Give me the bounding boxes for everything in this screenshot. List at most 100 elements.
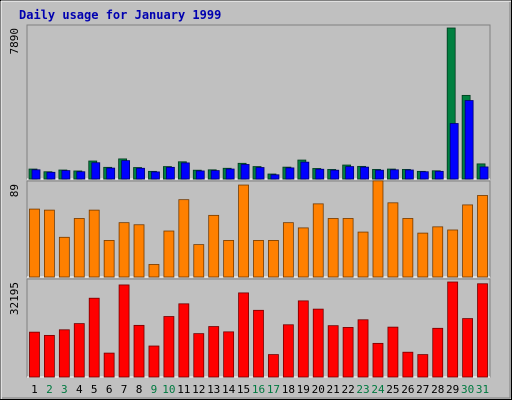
bar-bottom-s1-day-11 xyxy=(178,303,190,378)
bar-top-s2-day-17 xyxy=(270,174,280,180)
bar-bottom-s1-day-31 xyxy=(477,283,488,378)
x-tick-label-day-23: 23 xyxy=(356,383,369,396)
x-tick-label-day-2: 2 xyxy=(46,383,53,396)
bar-top-s2-day-1 xyxy=(31,169,41,180)
panel-top-frame xyxy=(26,24,491,180)
x-tick-label-day-9: 9 xyxy=(151,383,158,396)
x-tick-label-day-28: 28 xyxy=(431,383,444,396)
x-tick-label-day-6: 6 xyxy=(106,383,113,396)
bar-top-s2-day-15 xyxy=(240,164,250,180)
x-tick-label-day-22: 22 xyxy=(341,383,354,396)
x-tick-label-day-5: 5 xyxy=(91,383,98,396)
x-tick-label-day-15: 15 xyxy=(237,383,250,396)
bar-middle-s1-day-21 xyxy=(327,218,339,278)
bar-top-s2-day-10 xyxy=(166,166,175,180)
bar-bottom-s1-day-3 xyxy=(58,329,70,378)
bar-top-s2-day-29 xyxy=(449,123,459,180)
bar-bottom-s1-day-5 xyxy=(88,297,100,378)
x-tick-label-day-29: 29 xyxy=(446,383,459,396)
bar-bottom-s1-day-6 xyxy=(103,352,115,378)
bar-top-s2-day-24 xyxy=(375,169,384,180)
bar-middle-s1-day-17 xyxy=(268,240,279,278)
bar-middle-s1-day-24 xyxy=(372,180,384,278)
bar-middle-s1-day-4 xyxy=(73,218,85,278)
bar-middle-s1-day-16 xyxy=(253,240,264,278)
bar-bottom-s1-day-26 xyxy=(402,351,414,378)
bar-bottom-s1-day-23 xyxy=(357,319,369,378)
bar-top-s2-day-13 xyxy=(210,170,220,180)
bar-middle-s1-day-13 xyxy=(208,214,220,278)
bar-middle-s1-day-28 xyxy=(432,226,444,278)
bar-bottom-s1-day-15 xyxy=(238,292,249,378)
bar-middle-s1-day-31 xyxy=(477,195,488,278)
bar-middle-s1-day-26 xyxy=(402,218,414,278)
bar-top-s2-day-5 xyxy=(91,162,101,180)
bar-bottom-s1-day-18 xyxy=(282,324,294,378)
bar-bottom-s1-day-19 xyxy=(297,300,309,378)
x-tick-label-day-16: 16 xyxy=(252,383,265,396)
bar-bottom-s1-day-27 xyxy=(417,354,429,378)
bar-middle-s1-day-14 xyxy=(223,240,235,278)
x-tick-label-day-1: 1 xyxy=(31,383,38,396)
x-tick-label-day-14: 14 xyxy=(222,383,236,396)
bar-middle-s1-day-10 xyxy=(163,230,175,278)
bar-bottom-s1-day-16 xyxy=(253,309,264,378)
bar-top-s2-day-27 xyxy=(419,171,429,180)
x-tick-label-day-30: 30 xyxy=(461,383,474,396)
x-tick-label-day-10: 10 xyxy=(162,383,175,396)
bar-middle-s1-day-1 xyxy=(29,208,40,278)
bar-bottom-s1-day-8 xyxy=(133,324,145,378)
bar-middle-s1-day-25 xyxy=(387,202,399,278)
bar-top-s2-day-4 xyxy=(76,171,86,180)
bar-top-s2-day-22 xyxy=(345,166,355,180)
x-tick-label-day-7: 7 xyxy=(121,383,128,396)
bar-top-s2-day-28 xyxy=(434,170,444,180)
bar-top-s2-day-2 xyxy=(46,171,56,180)
x-tick-label-day-20: 20 xyxy=(312,383,325,396)
bar-middle-s1-day-29 xyxy=(447,229,459,278)
panel-bottom: 32195 xyxy=(8,278,491,378)
x-tick-label-day-25: 25 xyxy=(386,383,399,396)
x-tick-label-day-31: 31 xyxy=(476,383,489,396)
x-tick-label-day-24: 24 xyxy=(371,383,385,396)
bar-top-s2-day-9 xyxy=(151,171,160,180)
bar-bottom-s1-day-2 xyxy=(44,334,55,378)
bar-middle-s1-day-20 xyxy=(312,203,324,278)
x-axis-labels: 1 2 3 4 5 6 7 8 9 10 11 12 13 14 15 16 17 18 19 20 21 22 23 24 2… xyxy=(31,383,489,396)
x-tick-label-day-17: 17 xyxy=(267,383,280,396)
bar-middle-s1-day-23 xyxy=(357,231,369,278)
bar-top-s2-day-26 xyxy=(404,169,414,180)
bar-bottom-s1-day-1 xyxy=(29,331,40,378)
chart-panels: 7890 89 32195 xyxy=(8,24,491,378)
bar-middle-s1-day-19 xyxy=(297,227,309,278)
bar-middle-s1-day-2 xyxy=(44,209,55,278)
bar-top-s2-day-12 xyxy=(195,170,205,180)
x-tick-label-day-8: 8 xyxy=(136,383,143,396)
bar-middle-s1-day-30 xyxy=(462,204,474,278)
x-tick-label-day-13: 13 xyxy=(207,383,220,396)
bar-top-s2-day-19 xyxy=(300,161,310,180)
bar-bottom-s1-day-28 xyxy=(432,327,444,378)
bar-middle-s1-day-7 xyxy=(118,222,130,278)
x-tick-label-day-21: 21 xyxy=(327,383,340,396)
x-tick-label-day-12: 12 xyxy=(192,383,205,396)
panel-bottom-ymax-label: 32195 xyxy=(8,282,21,315)
bar-middle-s1-day-9 xyxy=(148,264,160,278)
x-tick-label-day-3: 3 xyxy=(61,383,68,396)
bar-top-s2-day-23 xyxy=(360,166,369,180)
bar-top-s2-day-8 xyxy=(136,167,145,180)
x-tick-label-day-11: 11 xyxy=(177,383,190,396)
bar-middle-s1-day-11 xyxy=(178,199,190,278)
panel-top-ymax-label: 7890 xyxy=(8,28,21,55)
bar-bottom-s1-day-14 xyxy=(223,331,235,378)
bar-middle-s1-day-18 xyxy=(282,222,294,278)
bar-bottom-s1-day-7 xyxy=(118,284,130,378)
chart-title: Daily usage for January 1999 xyxy=(19,8,221,22)
panel-top: 7890 xyxy=(8,24,491,180)
bar-top-s2-day-16 xyxy=(255,167,265,180)
bar-bottom-s1-day-25 xyxy=(387,326,399,378)
bar-top-s2-day-30 xyxy=(464,100,474,180)
bar-middle-s1-day-15 xyxy=(238,184,249,278)
bar-bottom-s1-day-22 xyxy=(342,327,354,378)
